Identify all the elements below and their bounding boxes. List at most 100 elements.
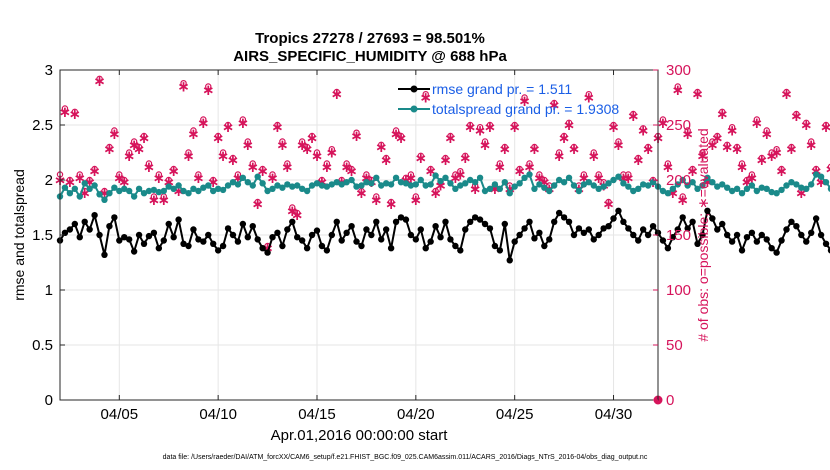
totalspread-point: [437, 177, 444, 185]
totalspread-point: [793, 181, 800, 188]
rmse-point: [743, 234, 751, 241]
possible-obs-point: [630, 110, 637, 118]
rmse-point: [165, 220, 172, 228]
rmse-point: [516, 231, 523, 239]
possible-obs-point: [323, 160, 331, 167]
totalspread-point: [96, 191, 103, 198]
possible-obs-point: [61, 105, 69, 112]
rmse-point: [116, 237, 123, 244]
rmse-point: [328, 231, 336, 239]
evaluated-obs-point: ∗: [414, 149, 427, 167]
rmse-point: [649, 223, 657, 230]
totalspread-point: [565, 174, 573, 181]
rmse-point: [437, 234, 444, 241]
possible-obs-point: [422, 90, 429, 98]
totalspread-point: [827, 185, 830, 192]
totalspread-point: [466, 176, 474, 184]
rmse-point: [195, 236, 202, 243]
totalspread-point: [808, 181, 815, 188]
rmse-point: [669, 234, 677, 241]
evaluated-obs-point: ∗: [662, 158, 675, 176]
rmse-point: [506, 257, 513, 264]
possible-obs-point: [709, 138, 716, 145]
rmse-point: [382, 226, 390, 233]
possible-obs-point: [555, 149, 563, 156]
possible-obs-point: [639, 125, 647, 132]
evaluated-obs-point: ∗: [419, 89, 432, 107]
y-left-tick-label: 1: [45, 282, 53, 299]
possible-obs-point: [229, 154, 237, 162]
rmse-point: [294, 234, 301, 241]
possible-obs-point: [753, 116, 761, 123]
totalspread-point: [442, 174, 449, 181]
totalspread-point: [630, 187, 637, 195]
evaluated-obs-point: ∗: [479, 136, 492, 154]
possible-obs-point: [205, 83, 212, 90]
rmse-point: [526, 218, 533, 225]
totalspread-point: [106, 190, 113, 197]
rmse-point: [402, 216, 410, 223]
possible-obs-point: [432, 187, 439, 195]
totalspread-point: [600, 183, 607, 190]
possible-obs-point: [738, 160, 746, 167]
totalspread-point: [254, 173, 261, 180]
possible-obs-point: [185, 149, 192, 156]
rmse-point: [313, 227, 321, 234]
totalspread-point: [91, 182, 98, 189]
totalspread-point: [210, 187, 217, 195]
possible-obs-point: [343, 160, 350, 167]
rmse-point: [412, 236, 420, 243]
rmse-point: [684, 225, 691, 232]
totalspread-point: [338, 181, 345, 188]
rmse-point: [348, 223, 355, 230]
totalspread-point: [496, 185, 504, 192]
totalspread-point: [205, 182, 212, 189]
possible-obs-point: [308, 132, 316, 140]
totalspread-point: [244, 179, 252, 186]
possible-obs-point: [239, 116, 247, 123]
evaluated-obs-point: ∗: [118, 173, 131, 191]
totalspread-point: [130, 193, 138, 200]
totalspread-point: [812, 171, 820, 178]
evaluated-obs-point: ∗: [558, 129, 571, 147]
evaluated-obs-point: ∗: [326, 144, 339, 162]
evaluated-obs-point: ∗: [607, 118, 620, 136]
evaluated-obs-point: ∗: [815, 173, 828, 191]
legend-totalspread-text: totalspread grand pr. = 1.9308: [432, 101, 619, 117]
totalspread-point: [738, 190, 746, 197]
possible-obs-point: [378, 141, 385, 148]
possible-obs-point: [516, 165, 523, 173]
totalspread-point: [758, 184, 765, 191]
possible-obs-point: [694, 88, 701, 96]
totalspread-point: [511, 183, 518, 190]
rmse-point: [190, 226, 197, 233]
possible-obs-point: [447, 132, 454, 140]
y-left-tick-label: 1.5: [32, 227, 53, 244]
x-tick-label: 04/20: [397, 406, 435, 423]
rmse-point: [298, 237, 306, 244]
x-axis-label: Apr.01,2016 00:00:00 start: [271, 427, 449, 444]
rmse-point: [205, 231, 212, 239]
rmse-point: [432, 223, 439, 230]
y-right-tick-label: 50: [666, 337, 683, 354]
possible-obs-point: [106, 143, 113, 151]
totalspread-point: [728, 187, 736, 195]
possible-obs-point: [590, 149, 597, 156]
evaluated-obs-point: ∗: [676, 191, 689, 209]
possible-obs-point: [135, 143, 143, 151]
totalspread-point: [219, 186, 227, 194]
totalspread-point: [175, 182, 182, 189]
evaluated-obs-point: ∗: [533, 169, 546, 187]
y-right-tick-label: 200: [666, 172, 691, 189]
evaluated-obs-point: ∗: [222, 118, 235, 136]
totalspread-point: [313, 180, 321, 187]
rmse-point: [338, 237, 345, 244]
rmse-point: [269, 234, 276, 241]
possible-obs-point: [234, 171, 242, 178]
rmse-point: [140, 240, 148, 247]
totalspread-point: [615, 173, 622, 180]
possible-obs-point: [66, 176, 74, 184]
rmse-point: [121, 234, 128, 241]
possible-obs-point: [298, 138, 306, 145]
evaluated-obs-point: ∗: [696, 147, 709, 165]
